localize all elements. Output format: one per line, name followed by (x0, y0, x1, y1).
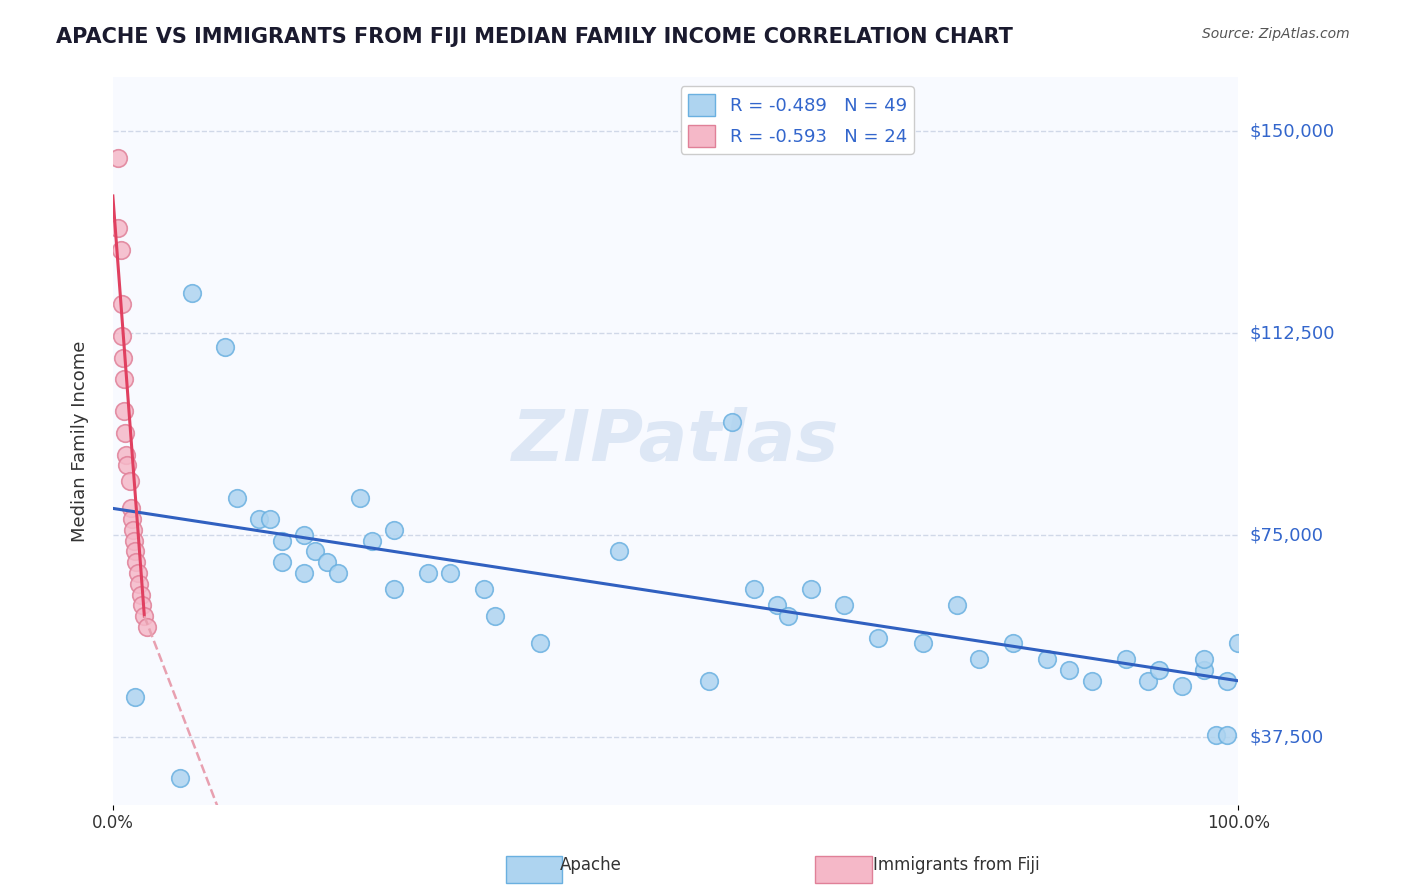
Apache (484, 609, 506, 624)
Immigrants from Fiji (112, 404, 135, 418)
Apache (292, 566, 315, 580)
Text: Immigrants from Fiji: Immigrants from Fiji (873, 856, 1039, 874)
Apache (1036, 652, 1059, 666)
Apache (169, 771, 191, 785)
Immigrants from Fiji (124, 544, 146, 558)
Immigrants from Fiji (118, 475, 141, 489)
Immigrants from Fiji (122, 523, 145, 537)
Apache (799, 582, 821, 597)
Apache (439, 566, 461, 580)
Apache (1081, 673, 1104, 688)
Immigrants from Fiji (134, 609, 156, 624)
Text: APACHE VS IMMIGRANTS FROM FIJI MEDIAN FAMILY INCOME CORRELATION CHART: APACHE VS IMMIGRANTS FROM FIJI MEDIAN FA… (56, 27, 1014, 46)
Immigrants from Fiji (128, 576, 150, 591)
Immigrants from Fiji (121, 512, 143, 526)
Apache (1194, 652, 1216, 666)
Apache (180, 285, 202, 300)
Apache (292, 528, 315, 542)
Apache (1149, 663, 1171, 677)
Immigrants from Fiji (129, 588, 152, 602)
Apache (529, 636, 551, 650)
Y-axis label: Median Family Income: Median Family Income (72, 341, 89, 541)
Immigrants from Fiji (112, 372, 135, 386)
Immigrants from Fiji (125, 555, 148, 569)
Immigrants from Fiji (120, 501, 142, 516)
Apache (1002, 636, 1025, 650)
Text: ZIPatlas: ZIPatlas (512, 407, 839, 475)
Apache (742, 582, 765, 597)
Text: $37,500: $37,500 (1250, 729, 1323, 747)
Apache (225, 491, 247, 505)
Apache (1171, 679, 1194, 693)
Apache (946, 599, 969, 613)
Apache (259, 512, 281, 526)
Apache (416, 566, 439, 580)
Text: $75,000: $75,000 (1250, 526, 1323, 544)
Immigrants from Fiji (127, 566, 149, 580)
Immigrants from Fiji (111, 296, 134, 310)
Immigrants from Fiji (111, 329, 134, 343)
Apache (382, 523, 405, 537)
Apache (214, 340, 236, 354)
Apache (360, 533, 382, 548)
Apache (124, 690, 146, 704)
Immigrants from Fiji (114, 425, 136, 440)
Immigrants from Fiji (107, 221, 129, 235)
Text: $112,500: $112,500 (1250, 325, 1334, 343)
Text: Apache: Apache (560, 856, 621, 874)
Apache (912, 636, 935, 650)
Apache (832, 599, 855, 613)
Apache (349, 491, 371, 505)
Immigrants from Fiji (111, 351, 134, 365)
Apache (868, 631, 890, 645)
Apache (270, 555, 292, 569)
Apache (315, 555, 337, 569)
Apache (304, 544, 326, 558)
Immigrants from Fiji (131, 599, 153, 613)
Apache (697, 673, 720, 688)
Apache (1216, 728, 1239, 742)
Apache (1137, 673, 1160, 688)
Apache (765, 599, 787, 613)
Immigrants from Fiji (107, 151, 129, 165)
Text: $150,000: $150,000 (1250, 122, 1334, 140)
Immigrants from Fiji (115, 448, 138, 462)
Apache (720, 415, 742, 429)
Apache (382, 582, 405, 597)
Apache (776, 609, 799, 624)
Apache (1227, 636, 1250, 650)
Apache (1205, 728, 1227, 742)
Immigrants from Fiji (117, 458, 139, 473)
Apache (1216, 673, 1239, 688)
Apache (270, 533, 292, 548)
Immigrants from Fiji (135, 620, 157, 634)
Apache (472, 582, 495, 597)
Apache (1194, 663, 1216, 677)
Apache (969, 652, 991, 666)
Apache (247, 512, 270, 526)
Text: Source: ZipAtlas.com: Source: ZipAtlas.com (1202, 27, 1350, 41)
Apache (607, 544, 630, 558)
Apache (1115, 652, 1137, 666)
Immigrants from Fiji (122, 533, 145, 548)
Immigrants from Fiji (110, 243, 132, 257)
Apache (326, 566, 349, 580)
Apache (1059, 663, 1081, 677)
Legend: R = -0.489   N = 49, R = -0.593   N = 24: R = -0.489 N = 49, R = -0.593 N = 24 (681, 87, 914, 154)
